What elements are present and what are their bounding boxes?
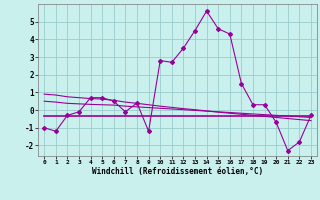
- X-axis label: Windchill (Refroidissement éolien,°C): Windchill (Refroidissement éolien,°C): [92, 167, 263, 176]
